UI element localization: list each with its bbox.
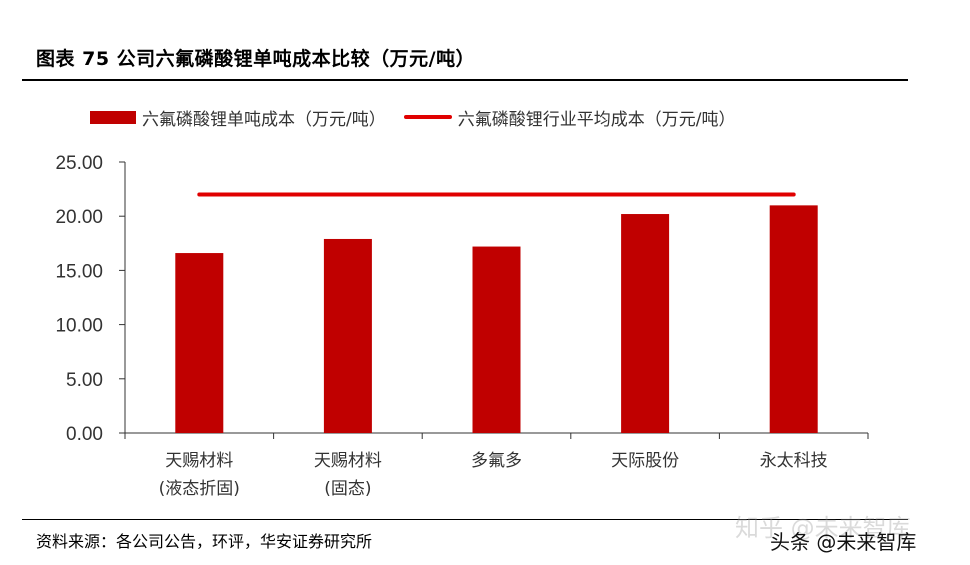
y-tick-label: 20.00 (55, 207, 103, 228)
y-tick-label: 5.00 (66, 370, 103, 391)
x-category-label: 天赐材料 (165, 451, 233, 471)
x-category-label: 天际股份 (611, 451, 679, 471)
legend-label-line: 六氟磷酸锂行业平均成本（万元/吨） (457, 109, 736, 130)
brand-text: 头条 @未来智库 (770, 530, 917, 554)
x-category-label: (固态) (324, 479, 371, 499)
source-note: 资料来源：各公司公告，环评，华安证券研究所 (36, 532, 373, 551)
x-category-label: 永太科技 (760, 451, 828, 471)
bar (472, 246, 521, 433)
bar (323, 238, 372, 433)
bar (621, 214, 670, 433)
figure-title: 图表 75 公司六氟磷酸锂单吨成本比较（万元/吨） (36, 48, 476, 70)
chart-legend: 六氟磷酸锂单吨成本（万元/吨） 六氟磷酸锂行业平均成本（万元/吨） (90, 104, 753, 130)
bar (175, 253, 224, 433)
bar (769, 205, 818, 433)
title-rule (22, 79, 908, 81)
x-category-label: 天赐材料 (314, 451, 382, 471)
legend-item-bar: 六氟磷酸锂单吨成本（万元/吨） (90, 105, 386, 130)
watermark-text: 知乎 @未来智库 (735, 514, 911, 542)
y-tick-label: 0.00 (66, 424, 103, 445)
legend-item-line: 六氟磷酸锂行业平均成本（万元/吨） (403, 105, 736, 130)
legend-swatch-line (403, 115, 452, 119)
legend-label-bar: 六氟磷酸锂单吨成本（万元/吨） (142, 109, 386, 130)
source-rule (22, 519, 908, 520)
y-tick-label: 10.00 (55, 316, 103, 337)
x-category-label: (液态折固) (159, 479, 240, 499)
legend-swatch-bar (90, 110, 136, 124)
x-category-label: 多氟多 (471, 451, 522, 471)
y-tick-label: 15.00 (55, 261, 103, 282)
y-tick-label: 25.00 (55, 153, 103, 174)
